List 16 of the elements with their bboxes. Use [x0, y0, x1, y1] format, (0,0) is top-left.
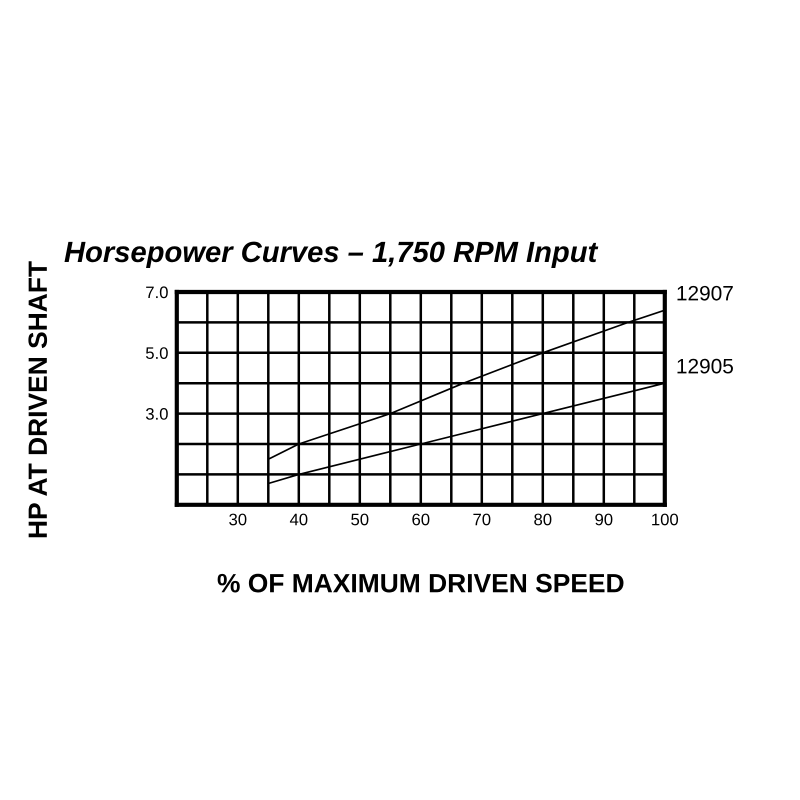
- y-tick-label: 3.0: [146, 408, 168, 420]
- x-axis-title: % OF MAXIMUM DRIVEN SPEED: [218, 574, 624, 592]
- y-tick-label: 7.0: [146, 286, 168, 298]
- x-tick-label: 50: [351, 514, 368, 526]
- chart-title: Horsepower Curves – 1,750 RPM Input: [64, 242, 598, 268]
- x-tick-label: 40: [290, 514, 308, 526]
- x-tick-label: 80: [534, 514, 552, 526]
- series-label: 12907: [678, 286, 733, 301]
- x-tick-label: 90: [595, 514, 612, 526]
- x-tick-label: 30: [229, 514, 246, 526]
- y-tick-label: 5.0: [146, 347, 168, 360]
- x-tick-label: 100: [652, 514, 678, 526]
- x-tick-label: 70: [473, 514, 490, 526]
- x-tick-label: 60: [412, 514, 430, 526]
- series-label: 12905: [678, 358, 733, 374]
- y-axis-title: HP AT DRIVEN SHAFT: [28, 261, 48, 538]
